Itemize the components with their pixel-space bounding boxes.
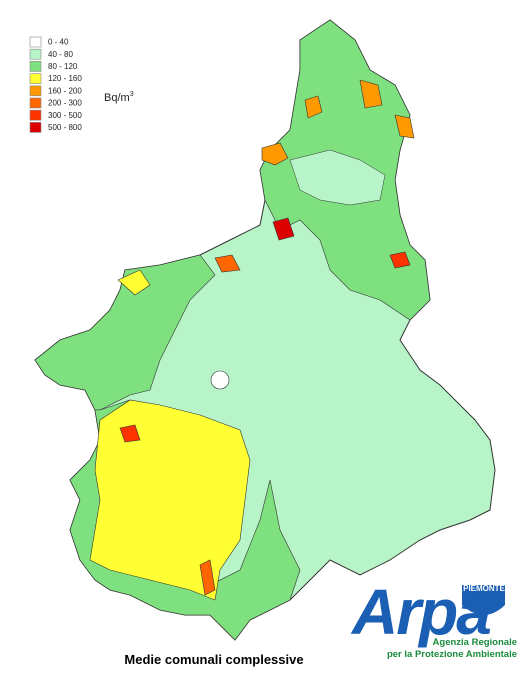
legend-swatch	[29, 73, 42, 84]
area-200-300	[199, 559, 216, 596]
legend-label: 0 - 40	[48, 38, 69, 47]
legend-swatch	[29, 122, 42, 133]
legend-swatch	[29, 48, 42, 60]
area-160-200	[359, 79, 383, 109]
legend-swatch	[29, 109, 42, 121]
legend-label: 80 - 120	[48, 62, 78, 71]
legend-label: 200 - 300	[48, 99, 82, 108]
area-160-200	[261, 142, 289, 166]
unit-label: Bq/m3	[104, 91, 134, 104]
caption: Medie comunali complessive	[124, 652, 303, 667]
logo-line: per la Protezione Ambientale	[387, 649, 517, 660]
legend-swatch	[29, 36, 42, 48]
logo-shield	[462, 585, 505, 615]
legend-swatch	[29, 61, 42, 72]
area-80-120-west	[34, 254, 216, 411]
legend-swatch	[29, 97, 42, 109]
area-120-160-north	[117, 269, 151, 296]
area-160-200	[394, 114, 415, 139]
logo: PIEMONTE Arpa Agenzia Regionale per la P…	[350, 576, 517, 660]
area-120-160	[89, 399, 251, 601]
area-200-300	[214, 254, 241, 273]
legend-label: 40 - 80	[48, 50, 73, 59]
logo-region: PIEMONTE	[463, 584, 505, 593]
area-500-800	[272, 217, 295, 241]
legend-label: 500 - 800	[48, 123, 82, 132]
area-40-80-north	[289, 149, 386, 206]
legend-label: 160 - 200	[48, 86, 82, 95]
legend-label: 120 - 160	[48, 74, 82, 83]
area-160-200	[304, 95, 323, 119]
area-300-500	[389, 251, 411, 269]
legend-swatch	[29, 85, 42, 97]
logo-name: Arpa	[350, 576, 490, 648]
legend: 0 - 40 40 - 80 80 - 120 120 - 160 160 - 200 2…	[29, 36, 82, 133]
city-gap	[210, 370, 230, 390]
logo-line: Agenzia Regionale	[433, 637, 517, 648]
legend-label: 300 - 500	[48, 111, 82, 120]
area-300-500	[119, 424, 141, 443]
